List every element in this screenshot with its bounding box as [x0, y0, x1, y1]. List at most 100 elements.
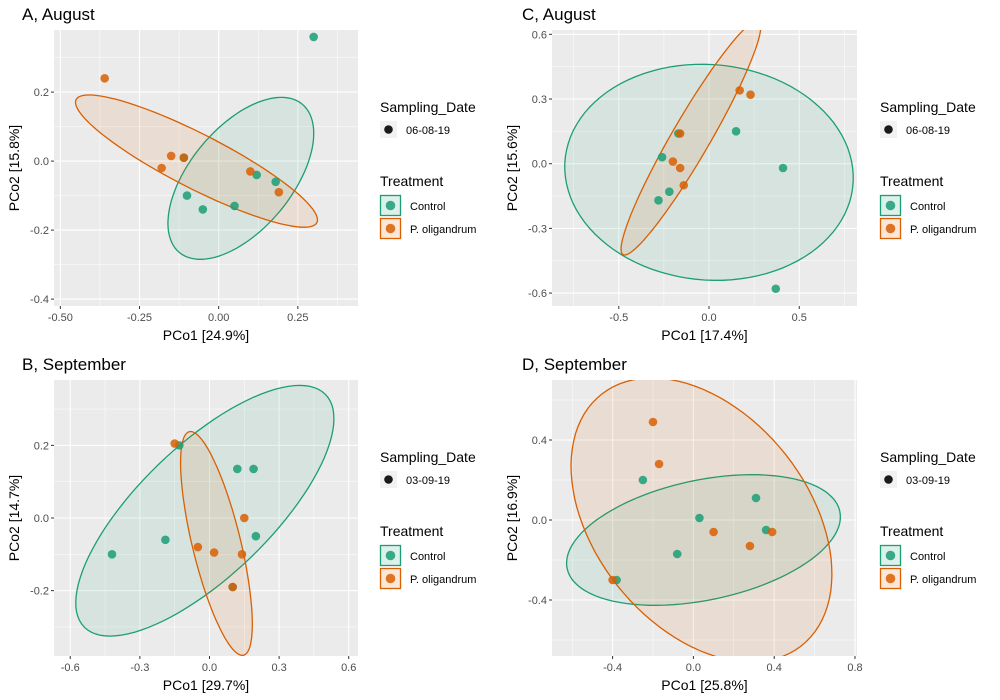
y-tick-label: -0.3 [528, 223, 547, 235]
x-tick-label: 0.0 [686, 662, 701, 674]
x-tick-label: 0.00 [208, 312, 229, 324]
legend-point-sampling [884, 475, 893, 484]
legend-point-sampling [384, 475, 393, 484]
legend-point-p-oligandrum [385, 223, 396, 234]
legend: Sampling_Date 06-08-19 Treatment Control P. … [379, 99, 476, 240]
legend-label-sampling-date: 03-09-19 [406, 475, 450, 487]
plot-area [75, 384, 335, 656]
panel-d-september: D, September -0.4 0.0 0.4 0.8 -0.4 0.0 0.4 PCo1… [504, 355, 976, 693]
panel-title: C, August [522, 5, 596, 24]
y-tick-label: 0.3 [532, 94, 547, 106]
point-control [657, 152, 667, 162]
legend-point-control [885, 200, 896, 211]
point-control [182, 191, 192, 200]
x-tick-label: 0.0 [701, 312, 716, 324]
y-tick-label: -0.2 [30, 225, 49, 237]
y-tick-label: -0.4 [30, 294, 49, 306]
legend-label-sampling-date: 06-08-19 [406, 125, 450, 137]
legend: Sampling_Date 06-08-19 Treatment Control P. … [879, 99, 976, 240]
legend-label-sampling-date: 06-08-19 [906, 125, 950, 137]
legend-title-sampling-date: Sampling_Date [380, 449, 476, 465]
y-tick-label: 0.6 [532, 29, 547, 41]
plot-background [552, 30, 857, 306]
ellipse-control [564, 63, 854, 281]
point-p-oligandrum [648, 417, 658, 427]
x-tick-label: 0.5 [792, 312, 807, 324]
y-tick-label: 0.0 [532, 159, 547, 171]
panel-a-august: A, August -0.50 -0.25 0.00 0.25 -0.4 -0.2 0.0 0… [6, 5, 476, 343]
legend-point-sampling [884, 125, 893, 134]
point-p-oligandrum [274, 187, 284, 197]
legend-label-p-oligandrum: P. oligandrum [410, 574, 476, 586]
point-control [778, 163, 788, 173]
x-tick-label: 0.25 [287, 312, 308, 324]
y-tick-label: 0.0 [532, 515, 547, 527]
point-p-oligandrum [679, 180, 689, 190]
point-p-oligandrum [709, 527, 718, 537]
x-tick-label: -0.25 [127, 312, 152, 324]
ellipse-control [167, 96, 315, 260]
x-axis-label: PCo1 [29.7%] [163, 677, 249, 693]
y-tick-label: 0.2 [34, 440, 49, 452]
plot-area [564, 30, 854, 294]
point-control [751, 493, 761, 503]
plot-area [74, 32, 319, 260]
legend-label-p-oligandrum: P. oligandrum [910, 224, 976, 236]
point-control [198, 205, 208, 214]
point-control [695, 513, 704, 523]
legend-title-treatment: Treatment [380, 523, 443, 539]
legend-point-p-oligandrum [385, 573, 396, 584]
point-p-oligandrum [209, 548, 219, 557]
legend: Sampling_Date 03-09-19 Treatment Control P. … [379, 449, 476, 590]
point-control [161, 535, 170, 545]
point-control [654, 196, 663, 205]
panel-title: A, August [22, 5, 95, 24]
y-axis-label: PCo2 [16.9%] [504, 475, 520, 561]
plot-area [565, 380, 841, 656]
x-tick-label: 0.0 [202, 662, 217, 674]
point-p-oligandrum [668, 157, 678, 166]
point-p-oligandrum [166, 151, 176, 161]
panel-b-september: B, September -0.6 -0.3 0.0 0.3 0.6 -0.2 0.0 0.2… [6, 355, 476, 693]
legend-point-p-oligandrum [885, 573, 896, 584]
point-p-oligandrum [654, 459, 664, 469]
legend-label-p-oligandrum: P. oligandrum [910, 574, 976, 586]
point-control [665, 187, 674, 197]
y-tick-label: -0.4 [528, 595, 547, 607]
legend-point-control [385, 550, 396, 561]
point-p-oligandrum [228, 582, 237, 592]
point-p-oligandrum [237, 550, 247, 559]
x-tick-label: -0.4 [603, 662, 622, 674]
point-control [271, 177, 280, 187]
panel-title: B, September [22, 355, 126, 374]
legend-label-control: Control [910, 551, 945, 563]
legend-title-sampling-date: Sampling_Date [380, 99, 476, 115]
x-tick-label: 0.6 [341, 662, 356, 674]
point-p-oligandrum [675, 163, 685, 173]
point-control [107, 550, 117, 559]
point-p-oligandrum [179, 153, 189, 162]
point-p-oligandrum [193, 542, 203, 552]
point-control [309, 32, 318, 42]
point-control [230, 201, 239, 211]
legend-label-control: Control [410, 551, 445, 563]
y-axis-label: PCo2 [15.6%] [504, 125, 520, 211]
point-control [252, 170, 261, 180]
legend-title-treatment: Treatment [880, 523, 943, 539]
ellipse-control [75, 384, 335, 637]
y-tick-label: -0.6 [528, 288, 547, 300]
x-tick-label: 0.3 [271, 662, 286, 674]
legend-label-control: Control [410, 201, 445, 213]
ellipse-p-oligandrum [179, 430, 253, 656]
point-control [731, 127, 741, 136]
y-tick-label: -0.2 [30, 586, 49, 598]
legend: Sampling_Date 03-09-19 Treatment Control P. … [879, 449, 976, 590]
y-tick-label: 0.0 [34, 156, 49, 168]
point-control [251, 531, 261, 541]
point-p-oligandrum [675, 129, 685, 138]
legend-point-sampling [384, 125, 393, 134]
plot-background [552, 380, 857, 656]
point-control [771, 284, 781, 294]
point-p-oligandrum [745, 541, 755, 551]
y-tick-label: 0.0 [34, 513, 49, 525]
